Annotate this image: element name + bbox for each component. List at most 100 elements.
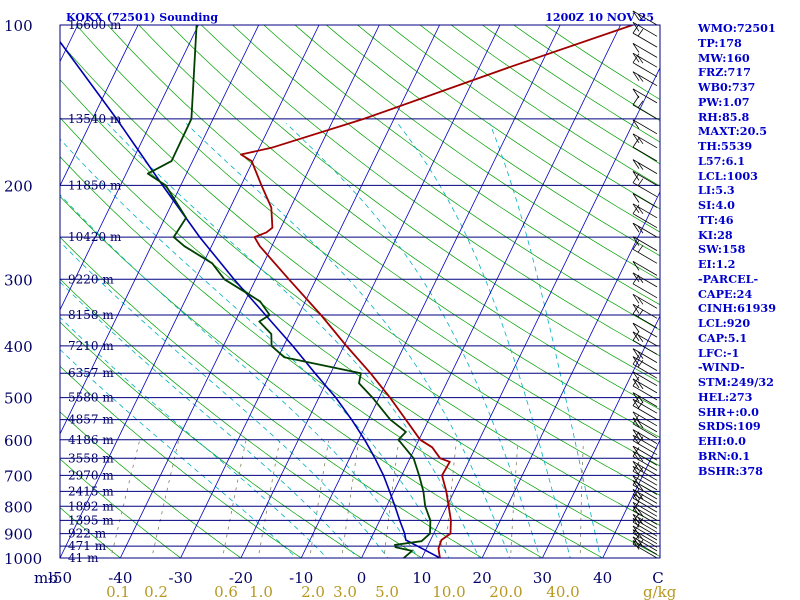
- station-title: KOKX (72501) Sounding: [66, 11, 218, 24]
- moist-adiabat: [60, 281, 359, 558]
- mixing-ratio-label: 0.6: [214, 583, 238, 600]
- wind-barb: [632, 356, 658, 371]
- moist-adiabat: [60, 241, 389, 558]
- pressure-tick: 300: [4, 271, 33, 289]
- stat-line: LI:5.3: [698, 183, 735, 198]
- mixing-ratio-line: [151, 440, 179, 558]
- stat-line: STM:249/32: [698, 375, 774, 389]
- wind-barb: [632, 322, 658, 338]
- pressure-tick: 1000: [4, 550, 42, 568]
- height-label: 10420 m: [68, 230, 122, 244]
- height-label: 4857 m: [68, 413, 114, 427]
- wind-barb: [632, 465, 658, 481]
- wind-barb: [632, 489, 658, 504]
- isotherm: [421, 66, 660, 558]
- wind-barb: [632, 378, 658, 394]
- wind-barb: [632, 293, 658, 309]
- stat-line: BSHR:378: [698, 463, 763, 478]
- height-label: 3558 m: [68, 451, 114, 465]
- temp-tick: 40: [593, 569, 612, 587]
- mixing-ratio-label: 5.0: [375, 583, 399, 600]
- dry-adiabat: [60, 41, 660, 496]
- isotherm: [180, 25, 440, 558]
- wind-barb: [632, 171, 658, 186]
- mixing-ratio-label: 10.0: [432, 583, 465, 600]
- dry-adiabat: [60, 365, 302, 558]
- height-label: 41 m: [68, 551, 99, 565]
- wind-barb: [632, 445, 658, 461]
- moist-adiabat: [489, 123, 601, 558]
- parcel-line: [60, 40, 443, 558]
- wind-barb: [632, 411, 658, 427]
- dry-adiabat: [107, 25, 660, 438]
- wind-barb: [632, 272, 658, 288]
- wind-barb: [632, 10, 658, 26]
- wind-barb: [632, 493, 658, 509]
- height-label: 5580 m: [68, 391, 114, 405]
- stat-line: SI:4.0: [698, 198, 735, 212]
- mixing-ratio-label: 1.0: [249, 583, 273, 600]
- wind-barb: [632, 398, 658, 414]
- stat-line: RH:85.8: [698, 109, 750, 124]
- wind-barb: [632, 348, 658, 363]
- dry-adiabat: [232, 25, 660, 331]
- stats-panel: WMO:72501 TP:178 MW:160 FRZ:717 WB0:737 PW:1.…: [698, 21, 798, 478]
- dry-adiabat: [138, 25, 660, 410]
- wind-barb: [632, 261, 658, 276]
- height-label: 922 m: [68, 527, 107, 541]
- isotherm: [60, 25, 320, 558]
- mixing-unit: g/kg: [643, 583, 677, 600]
- moist-adiabat: [60, 194, 419, 558]
- mixing-ratio-line: [341, 440, 360, 558]
- mixing-ratio-line: [510, 440, 519, 558]
- temp-tick: 0: [357, 569, 367, 587]
- wind-barb: [632, 71, 658, 87]
- dry-adiabat: [60, 458, 182, 558]
- stat-line: TP:178: [698, 35, 742, 50]
- temp-tick: -50: [48, 569, 72, 587]
- height-label: 1395 m: [68, 513, 114, 527]
- isotherm: [300, 25, 561, 558]
- wind-barb: [632, 475, 658, 491]
- stat-line: HEL:273: [698, 389, 753, 404]
- sounding-time: 1200Z 10 NOV 25: [545, 11, 654, 24]
- temp-tick: -20: [229, 569, 253, 587]
- wind-barb: [632, 137, 658, 162]
- height-label: 4186 m: [68, 433, 114, 447]
- moist-adiabat: [185, 123, 511, 558]
- wind-barb: [632, 119, 658, 135]
- isotherm: [60, 25, 139, 187]
- mixing-ratio-line: [579, 440, 584, 558]
- wind-barb: [632, 236, 658, 251]
- mixing-ratio-line: [110, 440, 140, 558]
- wind-barb: [632, 159, 658, 174]
- wind-barb: [632, 501, 658, 517]
- stat-line: CAP:5.1: [698, 330, 748, 345]
- height-label: 9220 m: [68, 272, 114, 286]
- dry-adiabat: [326, 25, 660, 257]
- wind-barb: [632, 52, 658, 68]
- stat-line: TT:46: [698, 212, 734, 227]
- height-label: 2970 m: [68, 468, 114, 482]
- wind-barb: [632, 331, 658, 347]
- pressure-tick: 600: [4, 432, 33, 450]
- wind-barb: [632, 88, 658, 104]
- stat-line: CINH:61939: [698, 301, 776, 316]
- pressure-tick: 400: [4, 338, 33, 356]
- temp-tick: -40: [108, 569, 132, 587]
- height-label: 471 m: [68, 539, 107, 553]
- stat-line: WB0:737: [698, 80, 756, 94]
- wind-barb: [632, 536, 658, 552]
- stat-line: TH:5539: [698, 139, 753, 153]
- plot-frame: [59, 24, 661, 559]
- dry-adiabat: [60, 321, 363, 558]
- stat-line: SRDS:109: [698, 419, 761, 434]
- temp-unit: C: [652, 569, 663, 587]
- moist-adiabat: [60, 316, 328, 558]
- mixing-ratio-line: [257, 440, 281, 558]
- dry-adiabat: [60, 156, 604, 558]
- mixing-ratio-label: 40.0: [546, 583, 579, 600]
- height-label: 7210 m: [68, 339, 114, 353]
- wind-barb: [632, 514, 658, 529]
